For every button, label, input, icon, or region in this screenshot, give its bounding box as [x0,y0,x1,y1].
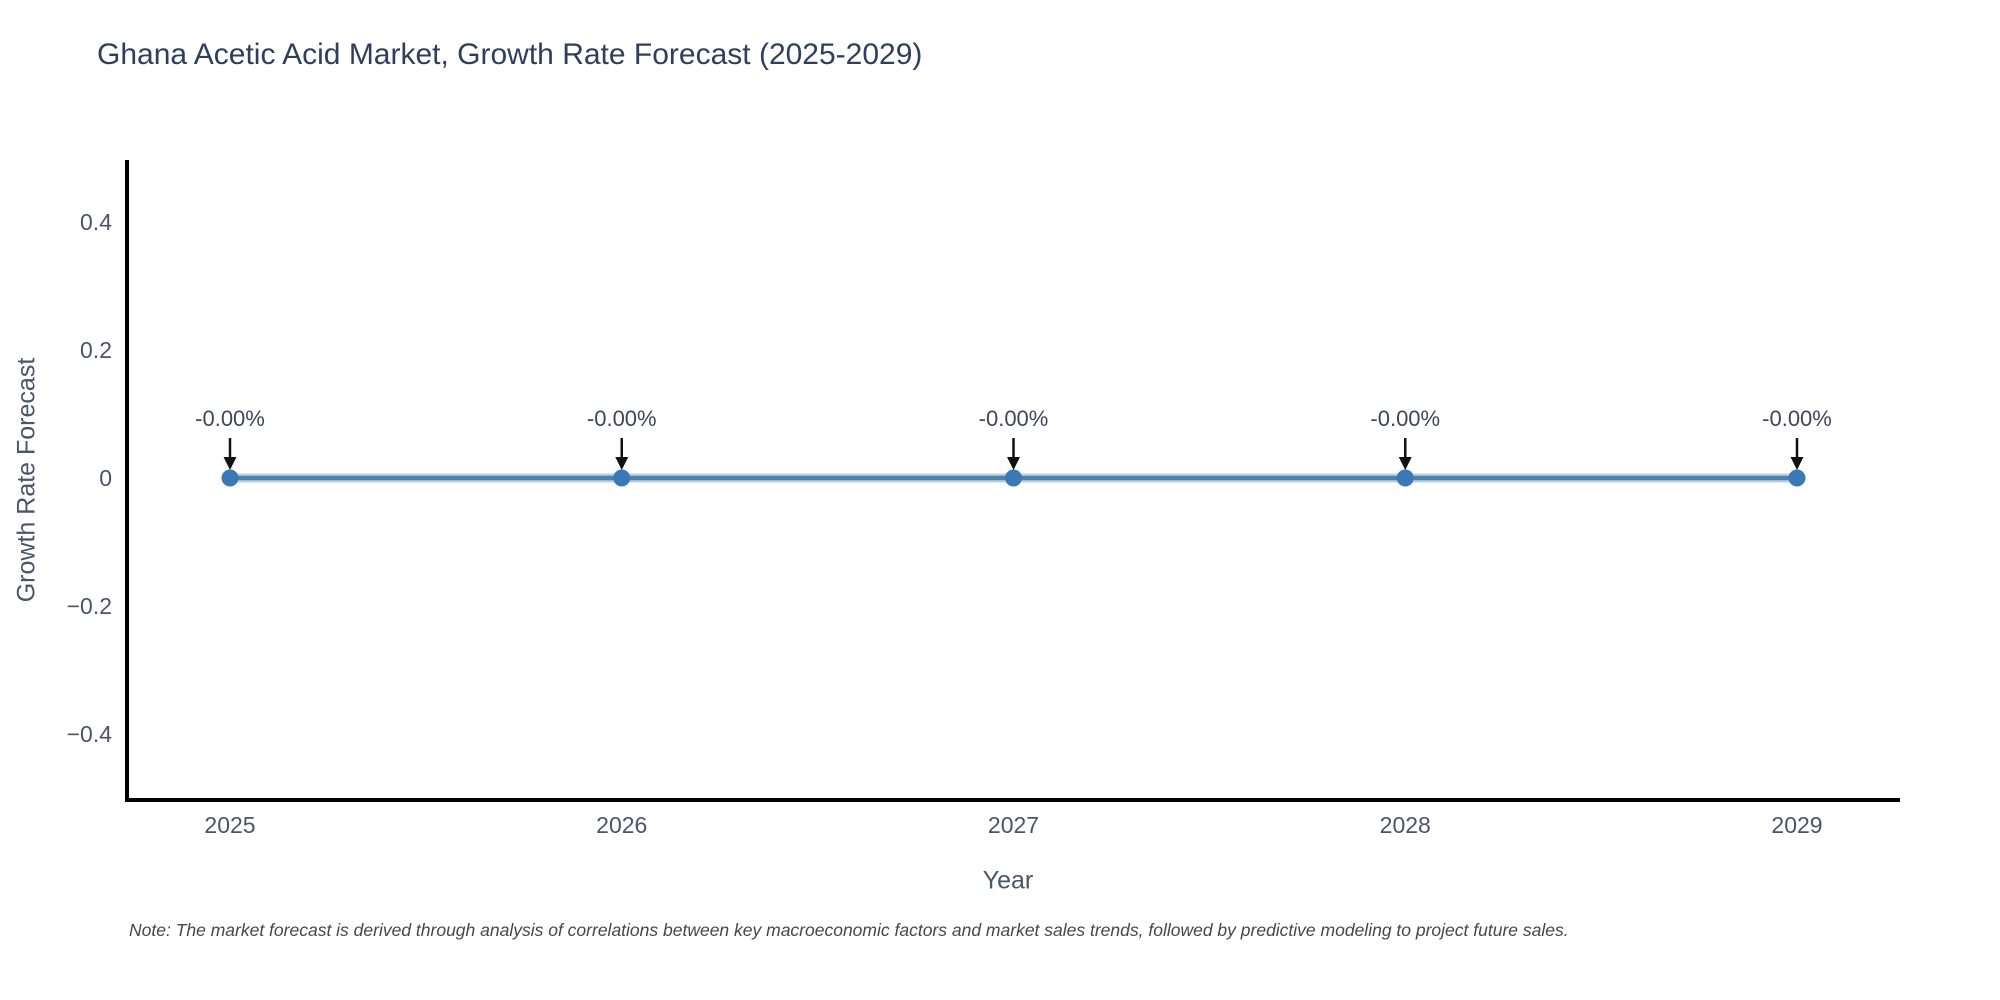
data-point-marker [1005,469,1022,487]
annotation-arrow-head [1398,457,1412,470]
data-point-marker [1396,469,1414,487]
x-tick-label: 2025 [204,812,255,838]
annotation-label: -0.00% [195,406,265,431]
y-tick-label: 0.4 [80,209,112,235]
y-tick-label: −0.4 [67,721,113,747]
annotation-label: -0.00% [1370,406,1440,431]
x-tick-label: 2029 [1771,812,1822,838]
data-point-marker [613,469,631,487]
x-tick-label: 2028 [1380,812,1431,838]
x-tick-label: 2026 [596,812,647,838]
annotation-label: -0.00% [1762,406,1832,431]
y-tick-label: −0.2 [67,593,112,619]
x-tick-label: 2027 [988,812,1039,838]
annotation-label: -0.00% [587,406,657,431]
footnote: Note: The market forecast is derived thr… [129,920,1569,940]
annotation-arrow-head [615,457,629,470]
y-tick-label: 0 [99,465,112,491]
x-axis-title: Year [982,866,1034,895]
annotation-arrow-head [1790,457,1804,470]
annotation-label: -0.00% [979,406,1049,431]
chart-title: Ghana Acetic Acid Market, Growth Rate Fo… [97,38,923,71]
data-point-marker [1788,469,1806,487]
y-tick-label: 0.2 [80,337,112,363]
annotation-arrow-head [223,457,237,470]
annotation-arrow-head [1007,457,1020,470]
data-point-marker [221,469,239,487]
